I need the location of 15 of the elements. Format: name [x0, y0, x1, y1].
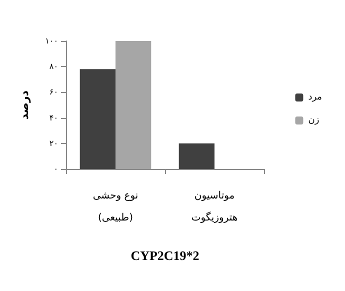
x-tick-label: نوع وحشی (طبیعی): [92, 190, 138, 224]
bar: [178, 143, 214, 169]
bar: [80, 69, 116, 169]
y-tick-label: ۴۰: [49, 113, 58, 122]
legend-label: زن: [308, 116, 320, 126]
x-tick-label: موتاسیون هتروزیگوت: [191, 190, 238, 224]
y-tick-label: ۶۰: [49, 88, 58, 97]
legend-label: مرد: [308, 92, 322, 102]
y-tick-label: ۸۰: [49, 62, 58, 72]
bar: [116, 41, 152, 169]
x-axis-title: CYP2C19*2: [130, 248, 200, 263]
y-tick-label: ۲۰: [49, 138, 58, 148]
y-axis-title: درصد: [18, 90, 31, 120]
y-tick-label: ۱۰۰: [45, 36, 58, 46]
y-tick-label: ۰: [54, 164, 58, 174]
